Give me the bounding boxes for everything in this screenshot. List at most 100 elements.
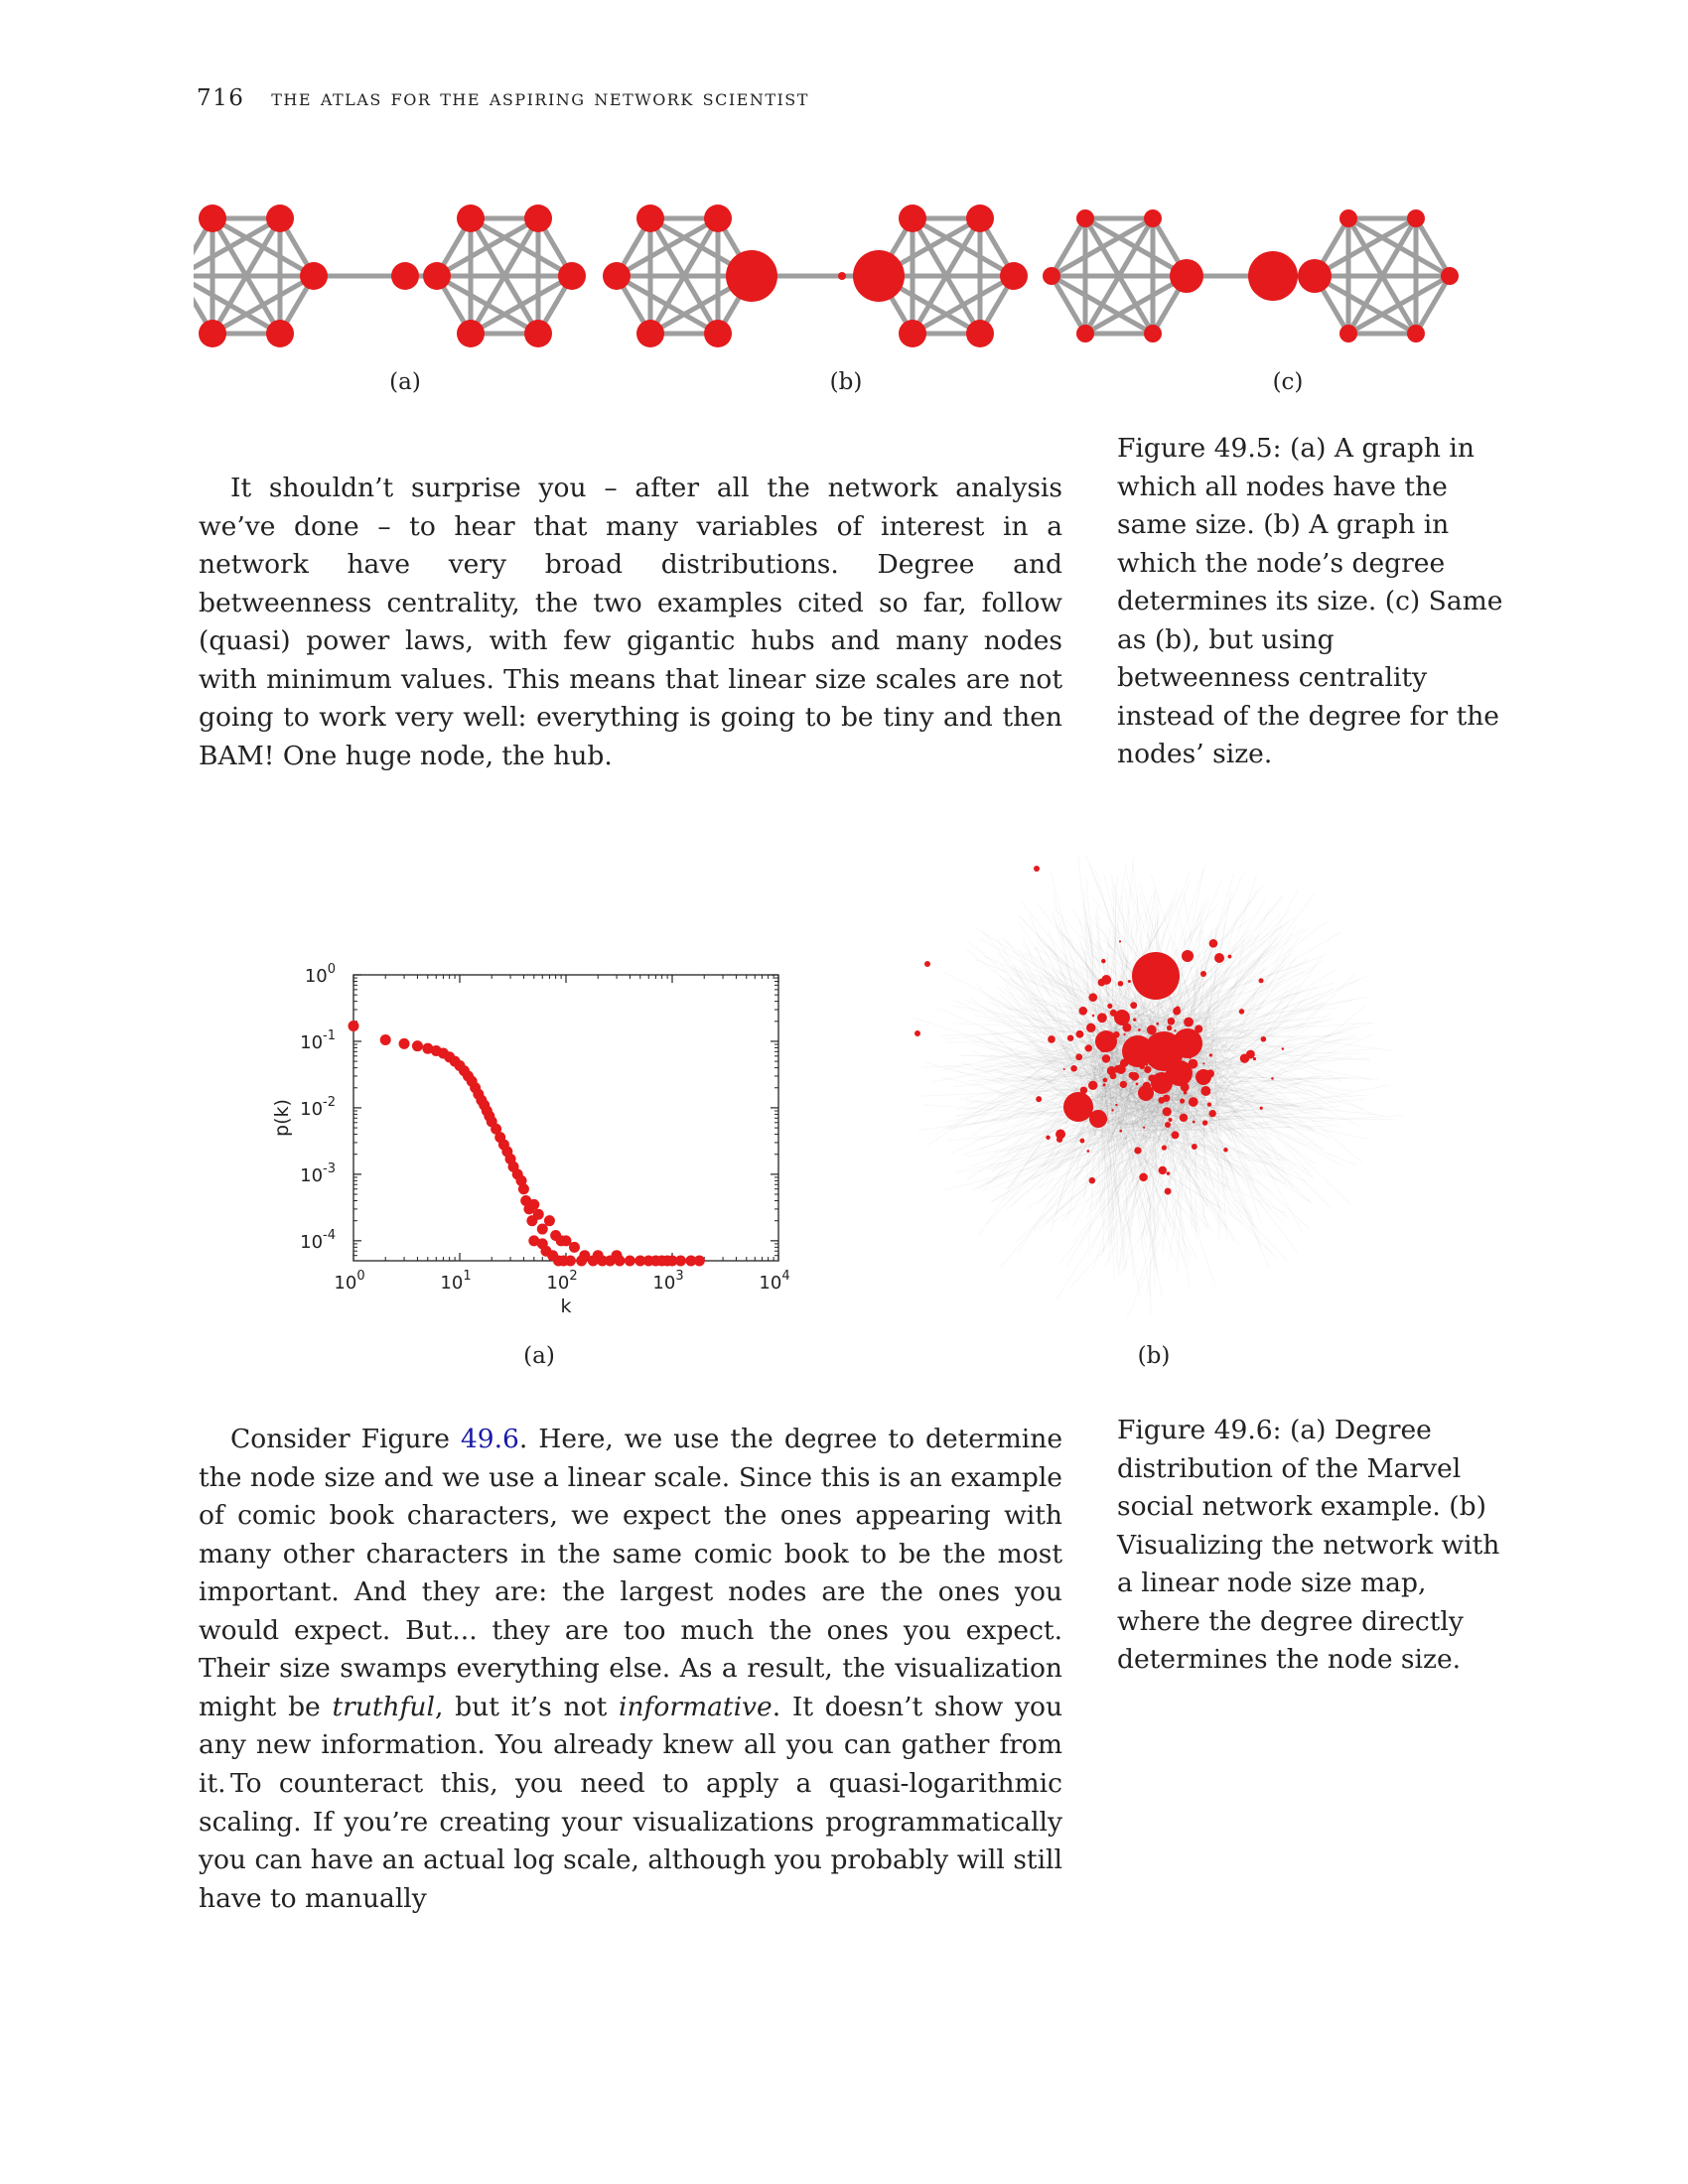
network-edge [952, 999, 1175, 1107]
network-edge [1096, 1019, 1127, 1267]
network-edge [1072, 1094, 1111, 1186]
network-node [1107, 1003, 1113, 1009]
network-edge [923, 1061, 1088, 1108]
network-edge [1162, 1061, 1180, 1253]
network-edge [1205, 1028, 1362, 1162]
network-edge [1007, 992, 1132, 1099]
network-edge [1172, 1110, 1315, 1132]
fig5-edge [211, 273, 316, 337]
network-edge [1210, 926, 1217, 1134]
fig5-node [1076, 209, 1094, 227]
network-edge [1108, 1108, 1207, 1228]
network-edge [1152, 1112, 1238, 1119]
network-edge [1094, 1094, 1129, 1181]
network-edge [1130, 1092, 1194, 1141]
network-edge [1172, 1088, 1299, 1254]
network-edge [974, 1081, 1099, 1137]
network-edge [971, 998, 1135, 1118]
network-edge [1016, 1064, 1108, 1078]
network-edge [1113, 1016, 1142, 1120]
network-hub-node [1182, 950, 1194, 962]
network-edge [980, 1023, 1176, 1063]
network-edge [1002, 1135, 1146, 1190]
network-edge [1214, 999, 1354, 1031]
network-node [1146, 1024, 1157, 1035]
network-edge [968, 1023, 1096, 1129]
network-edge [934, 1044, 1131, 1135]
network-edge [1116, 942, 1200, 1085]
network-edge [1162, 1022, 1360, 1106]
figure-49-6-link[interactable]: 49.6 [460, 1424, 519, 1454]
network-edge [1108, 1037, 1163, 1297]
network-edge [1172, 1115, 1273, 1158]
network-edge [1061, 931, 1202, 1119]
network-edge [1212, 1018, 1343, 1083]
x-tick-label: 102 [546, 1269, 577, 1294]
network-edge [1110, 1112, 1174, 1154]
network-edge [1019, 949, 1096, 1113]
network-edge [1120, 1096, 1172, 1228]
network-node [1258, 978, 1264, 984]
network-node [1180, 1098, 1186, 1104]
network-edge [1054, 1128, 1111, 1146]
network-edge [1125, 1135, 1193, 1257]
network-edge [1082, 979, 1130, 1041]
network-edge [1203, 1046, 1359, 1127]
fig5-node [1339, 209, 1357, 227]
network-edge [1063, 1045, 1136, 1087]
network-edge [992, 1096, 1193, 1189]
network-edge [1199, 890, 1232, 1058]
network-edge [1001, 1037, 1101, 1127]
p2-em-truthful: truthful [332, 1691, 435, 1722]
network-edge [991, 1072, 1140, 1172]
network-edge [1096, 1033, 1355, 1132]
network-edge [1045, 1116, 1144, 1173]
network-edge [954, 1125, 1182, 1173]
network-node [1142, 1126, 1146, 1129]
data-point [536, 1223, 548, 1235]
network-edge [1118, 960, 1312, 1025]
network-edge [1215, 1118, 1238, 1121]
network-node [1195, 1024, 1203, 1033]
fig5-node [423, 262, 451, 290]
network-edge [1110, 893, 1153, 1051]
network-edge [1121, 1094, 1368, 1108]
network-edge [1047, 1065, 1117, 1109]
network-edge [947, 1122, 1145, 1142]
network-edge [1206, 1036, 1255, 1039]
network-edge [1212, 1035, 1246, 1114]
network-node [1172, 1076, 1180, 1085]
network-node [1084, 1044, 1093, 1052]
data-point [597, 1255, 609, 1267]
network-edge [1196, 1135, 1288, 1219]
fig5-node [1298, 259, 1332, 293]
network-node [1164, 1187, 1172, 1195]
network-edge [1001, 977, 1114, 1094]
fig5-edge [1413, 274, 1453, 336]
network-edge [1175, 1007, 1337, 1022]
data-point [411, 1040, 423, 1052]
network-edge [1102, 1017, 1225, 1033]
network-edge [1088, 958, 1134, 1024]
network-edge [1209, 1127, 1271, 1270]
network-edge [1131, 1038, 1191, 1263]
network-edge [1091, 1052, 1312, 1173]
network-edge [1098, 1078, 1144, 1160]
network-edge [991, 1120, 1134, 1202]
network-edge [1192, 948, 1266, 1037]
network-edge [1183, 1053, 1354, 1098]
fig5-node [1043, 267, 1060, 285]
network-edge [1097, 1102, 1211, 1123]
network-edge [1028, 1040, 1141, 1084]
network-edge [1119, 1081, 1289, 1263]
network-edge [1154, 1098, 1211, 1150]
network-node [1140, 1052, 1149, 1061]
network-edge [1093, 1020, 1146, 1063]
network-edge [1165, 1073, 1225, 1115]
network-edge [1119, 1065, 1162, 1208]
network-edge [1020, 923, 1117, 1084]
network-node [1036, 1096, 1043, 1103]
network-edge [1100, 927, 1154, 1033]
network-edge [1202, 1117, 1289, 1137]
network-edge [1123, 1126, 1147, 1249]
